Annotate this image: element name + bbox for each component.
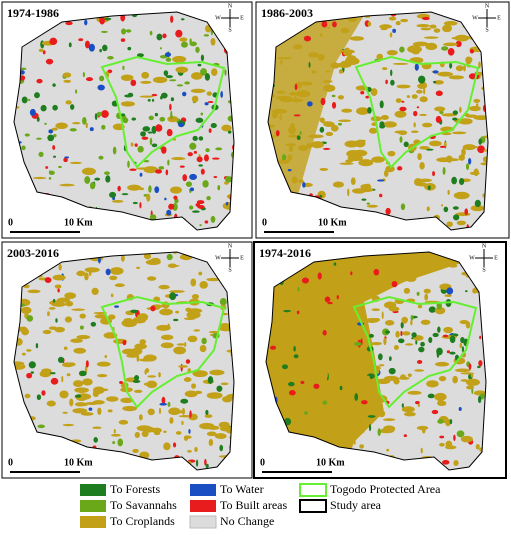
compass-w: W (215, 15, 221, 21)
scale-start: 0 (8, 217, 13, 228)
legend-swatch (190, 484, 216, 496)
legend-swatch (80, 516, 106, 528)
compass-w: W (215, 255, 221, 261)
map-panel: 2003-2016 N S W E 0 10 Km (1, 241, 253, 479)
study-area (14, 252, 234, 470)
scale-end: 10 Km (316, 457, 345, 468)
compass-s: S (228, 267, 231, 273)
compass-e: E (494, 255, 498, 261)
legend-swatch (80, 500, 106, 512)
legend-label: No Change (220, 514, 274, 528)
study-outline (13, 251, 235, 471)
scale-start: 0 (260, 457, 265, 468)
legend-label: To Water (220, 482, 264, 496)
legend-label: To Savannahs (110, 498, 177, 512)
protected-area (100, 55, 226, 169)
study-outline (267, 11, 489, 231)
compass-e: E (240, 15, 244, 21)
legend-swatch (189, 515, 217, 529)
compass-n: N (228, 3, 233, 9)
legend-label: To Forests (110, 482, 160, 496)
panel-title: 1974-2016 (259, 246, 311, 260)
panel-title: 1974-1986 (7, 6, 59, 20)
legend-label: To Built areas (220, 498, 287, 512)
map-panel: 1986-2003 N S W E 0 10 Km (255, 1, 510, 239)
scale-end: 10 Km (64, 457, 93, 468)
legend-swatch (190, 500, 216, 512)
study-outline (265, 251, 487, 471)
legend-swatch (299, 499, 327, 513)
legend-swatch (80, 484, 106, 496)
legend-label: To Croplands (110, 514, 175, 528)
compass-w: W (472, 15, 478, 21)
study-outline (13, 11, 235, 231)
legend: To Forests To Savannahs To Croplands To Wat… (80, 482, 441, 529)
scale-end: 10 Km (318, 217, 347, 228)
protected-area (352, 295, 478, 409)
compass-e: E (240, 255, 244, 261)
legend-label: Togodo Protected Area (330, 482, 441, 496)
compass-e: E (497, 15, 501, 21)
compass-s: S (228, 27, 231, 33)
legend-swatch (299, 483, 327, 497)
compass-w: W (469, 255, 475, 261)
scale-end: 10 Km (64, 217, 93, 228)
map-panel: 1974-1986 N S W E 0 10 Km (1, 1, 253, 239)
panel-title: 2003-2016 (7, 246, 59, 260)
compass-s: S (482, 267, 485, 273)
scale-start: 0 (262, 217, 267, 228)
compass-n: N (485, 3, 490, 9)
protected-area (100, 295, 226, 409)
compass-n: N (228, 243, 233, 249)
compass-s: S (485, 27, 488, 33)
panel-title: 1986-2003 (261, 6, 313, 20)
protected-area (354, 55, 480, 169)
scale-start: 0 (8, 457, 13, 468)
compass-n: N (482, 243, 487, 249)
legend-label: Study area (330, 498, 382, 512)
map-panel: 1974-2016 N S W E 0 10 Km (253, 241, 507, 479)
